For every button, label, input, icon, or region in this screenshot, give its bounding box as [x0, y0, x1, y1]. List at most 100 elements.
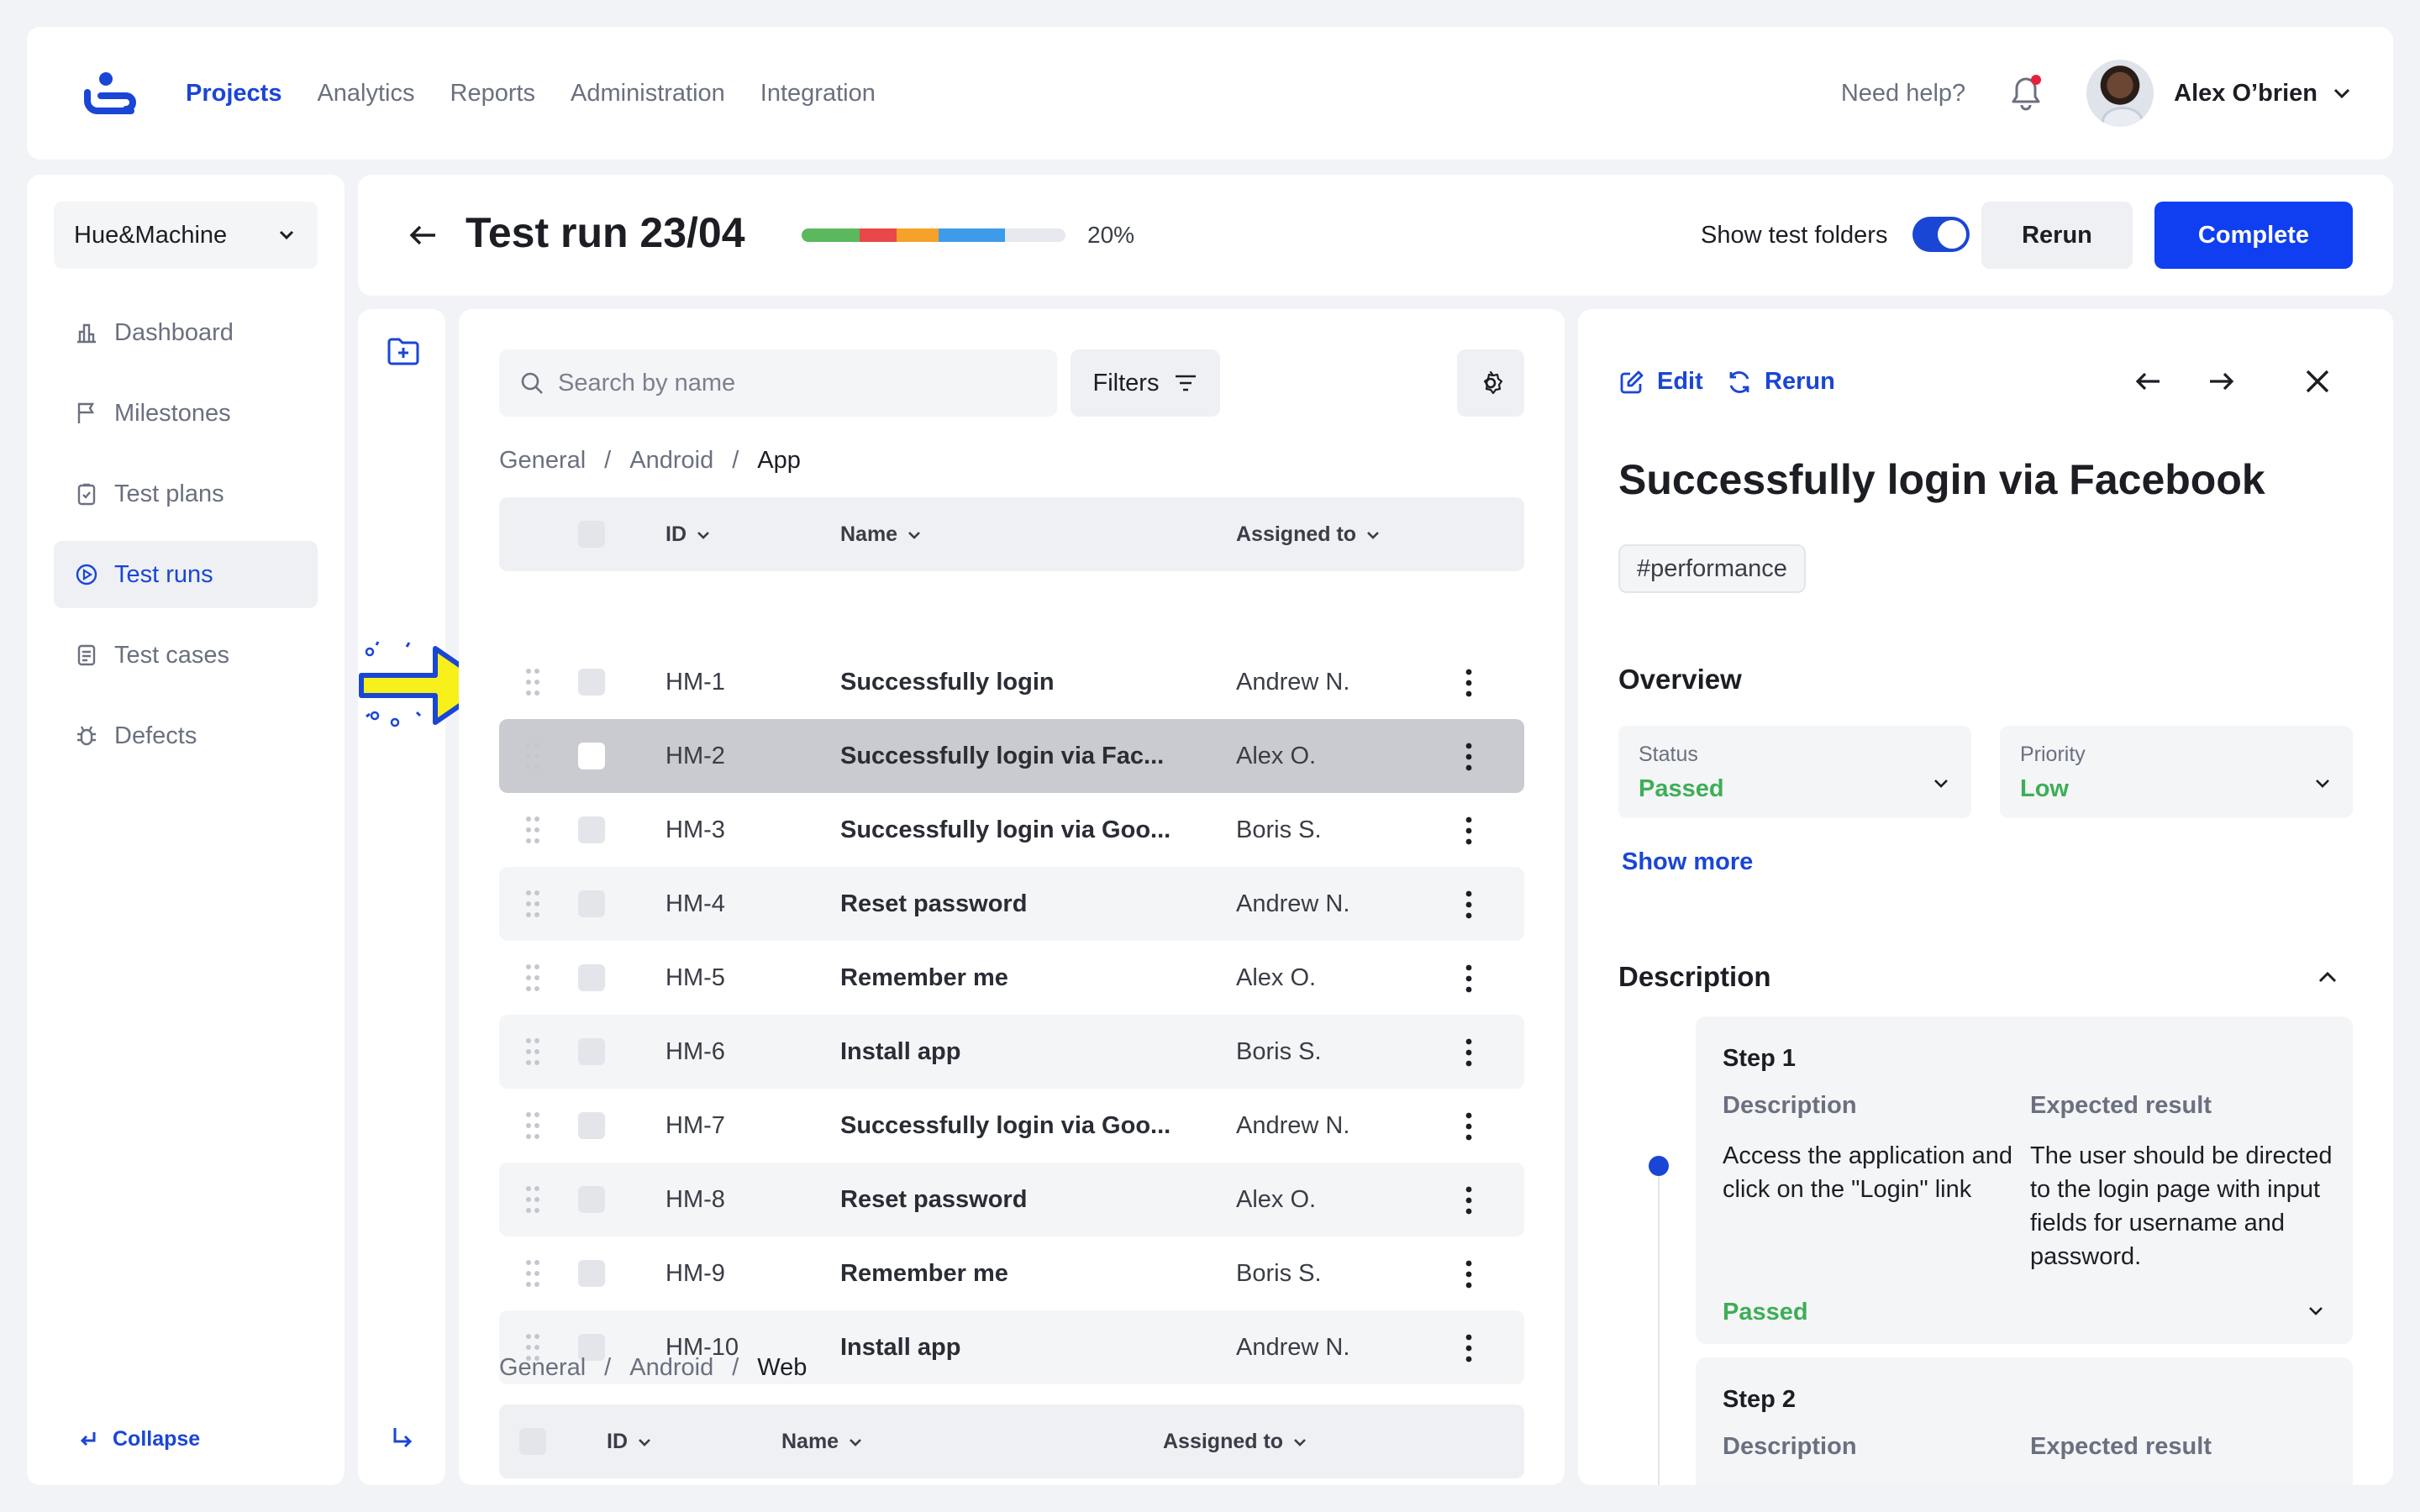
- row-checkbox[interactable]: [578, 1186, 605, 1213]
- filters-button[interactable]: Filters: [1071, 349, 1220, 417]
- case-name[interactable]: Successfully login via Fac...: [840, 743, 1165, 769]
- table-row[interactable]: HM-1 Successfully login Andrew N.: [499, 645, 1524, 719]
- row-checkbox[interactable]: [578, 1334, 605, 1361]
- drag-handle-icon[interactable]: [524, 963, 541, 993]
- table-row[interactable]: HM-6 Install app Boris S.: [499, 1015, 1524, 1089]
- column-id[interactable]: ID: [607, 1430, 653, 1454]
- next-arrow-icon[interactable]: [2205, 365, 2238, 398]
- crumb-android[interactable]: Android: [629, 447, 714, 474]
- chevron-down-icon[interactable]: [2306, 1300, 2326, 1320]
- drag-handle-icon[interactable]: [524, 1037, 541, 1067]
- help-link[interactable]: Need help?: [1840, 79, 1966, 107]
- sidebar-item-dashboard[interactable]: Dashboard: [54, 299, 318, 366]
- case-name[interactable]: Reset password: [840, 1186, 1028, 1213]
- workspace-select[interactable]: Hue&Machine: [54, 202, 318, 269]
- nav-analytics[interactable]: Analytics: [317, 79, 415, 107]
- rerun-button[interactable]: Rerun: [1981, 202, 2133, 269]
- sidebar-item-test-runs[interactable]: Test runs: [54, 541, 318, 608]
- back-arrow-icon[interactable]: [407, 218, 440, 252]
- nav-administration[interactable]: Administration: [571, 79, 725, 107]
- collapse-button[interactable]: Collapse: [77, 1427, 200, 1452]
- more-options-icon[interactable]: [1465, 1038, 1472, 1067]
- column-id[interactable]: ID: [666, 522, 712, 547]
- more-options-icon[interactable]: [1465, 1334, 1472, 1362]
- case-name[interactable]: Reset password: [840, 890, 1028, 917]
- app-logo-icon[interactable]: [81, 71, 139, 118]
- table-row[interactable]: HM-8 Reset password Alex O.: [499, 1163, 1524, 1236]
- priority-select[interactable]: Priority Low: [2000, 726, 2353, 818]
- more-options-icon[interactable]: [1465, 816, 1472, 845]
- crumb-general[interactable]: General: [499, 447, 587, 474]
- previous-arrow-icon[interactable]: [2131, 365, 2165, 398]
- more-options-icon[interactable]: [1465, 1112, 1472, 1141]
- case-name[interactable]: Install app: [840, 1334, 961, 1361]
- case-name[interactable]: Install app: [840, 1038, 961, 1065]
- column-name[interactable]: Name: [781, 1430, 864, 1454]
- drag-handle-icon[interactable]: [524, 815, 541, 845]
- drag-handle-icon[interactable]: [524, 741, 541, 771]
- expand-arrow-icon[interactable]: [388, 1425, 415, 1452]
- more-options-icon[interactable]: [1465, 743, 1472, 771]
- detail-rerun-button[interactable]: Rerun: [1726, 368, 1835, 396]
- chevron-down-icon[interactable]: [2331, 82, 2353, 104]
- sidebar-item-milestones[interactable]: Milestones: [54, 380, 318, 447]
- row-checkbox[interactable]: [578, 816, 605, 843]
- more-options-icon[interactable]: [1465, 964, 1472, 993]
- search-input[interactable]: Search by name: [499, 349, 1057, 417]
- tag-badge[interactable]: #performance: [1618, 544, 1806, 593]
- sidebar-item-test-cases[interactable]: Test cases: [54, 622, 318, 689]
- sidebar-item-defects[interactable]: Defects: [54, 702, 318, 769]
- select-all-checkbox[interactable]: [578, 521, 605, 548]
- case-name[interactable]: Remember me: [840, 964, 1008, 991]
- row-checkbox[interactable]: [578, 669, 605, 696]
- case-name[interactable]: Successfully login via Goo...: [840, 816, 1171, 843]
- nav-projects[interactable]: Projects: [186, 79, 282, 107]
- row-checkbox[interactable]: [578, 1038, 605, 1065]
- edit-button[interactable]: Edit: [1618, 368, 1703, 396]
- avatar[interactable]: [2086, 60, 2154, 127]
- sidebar-item-test-plans[interactable]: Test plans: [54, 460, 318, 528]
- status-select[interactable]: Status Passed: [1618, 726, 1971, 818]
- drag-handle-icon[interactable]: [524, 1332, 541, 1362]
- table-row[interactable]: HM-2 Successfully login via Fac... Alex O.: [499, 719, 1524, 793]
- complete-button[interactable]: Complete: [2154, 202, 2353, 269]
- table-row[interactable]: HM-10 Install app Andrew N.: [499, 1310, 1524, 1384]
- drag-handle-icon[interactable]: [524, 1184, 541, 1215]
- column-name[interactable]: Name: [840, 522, 923, 547]
- table-settings-button[interactable]: [1457, 349, 1524, 417]
- case-name[interactable]: Remember me: [840, 1260, 1008, 1287]
- chevron-up-icon[interactable]: [2314, 964, 2341, 991]
- row-checkbox[interactable]: [578, 964, 605, 991]
- step-result[interactable]: Passed: [1723, 1299, 1808, 1326]
- drag-handle-icon[interactable]: [524, 1258, 541, 1289]
- drag-handle-icon[interactable]: [524, 889, 541, 919]
- user-name[interactable]: Alex O’brien: [2174, 79, 2317, 107]
- table-row[interactable]: HM-4 Reset password Andrew N.: [499, 867, 1524, 941]
- case-name[interactable]: Successfully login: [840, 669, 1055, 696]
- crumb-general[interactable]: General: [499, 1354, 587, 1381]
- column-assigned[interactable]: Assigned to: [1163, 1430, 1308, 1454]
- table-row[interactable]: HM-9 Remember me Boris S.: [499, 1236, 1524, 1310]
- more-options-icon[interactable]: [1465, 669, 1472, 697]
- close-icon[interactable]: [2301, 365, 2334, 398]
- notifications-bell-icon[interactable]: [2009, 75, 2043, 112]
- drag-handle-icon[interactable]: [524, 667, 541, 697]
- crumb-android[interactable]: Android: [629, 1354, 714, 1381]
- case-name[interactable]: Successfully login via Goo...: [840, 1112, 1171, 1139]
- drag-handle-icon[interactable]: [524, 1110, 541, 1141]
- select-all-checkbox[interactable]: [519, 1428, 546, 1455]
- more-options-icon[interactable]: [1465, 1186, 1472, 1215]
- nav-integration[interactable]: Integration: [760, 79, 876, 107]
- more-options-icon[interactable]: [1465, 890, 1472, 919]
- table-row[interactable]: HM-5 Remember me Alex O.: [499, 941, 1524, 1015]
- row-checkbox[interactable]: [578, 890, 605, 917]
- row-checkbox[interactable]: [578, 1260, 605, 1287]
- more-options-icon[interactable]: [1465, 1260, 1472, 1289]
- table-row[interactable]: HM-7 Successfully login via Goo... Andrew …: [499, 1089, 1524, 1163]
- show-more-link[interactable]: Show more: [1622, 848, 1754, 875]
- row-checkbox[interactable]: [578, 1112, 605, 1139]
- nav-reports[interactable]: Reports: [450, 79, 536, 107]
- add-folder-icon[interactable]: [387, 336, 420, 366]
- row-checkbox[interactable]: [578, 743, 605, 769]
- column-assigned[interactable]: Assigned to: [1236, 522, 1381, 547]
